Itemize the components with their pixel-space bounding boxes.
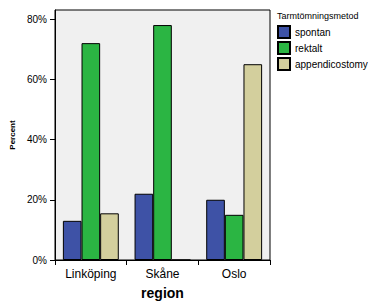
svg-text:40%: 40%: [27, 134, 47, 145]
svg-text:appendicostomy: appendicostomy: [295, 59, 368, 70]
svg-text:Skåne: Skåne: [145, 267, 179, 281]
svg-text:Linköping: Linköping: [65, 267, 116, 281]
svg-text:80%: 80%: [27, 14, 47, 25]
svg-text:spontan: spontan: [295, 27, 331, 38]
svg-text:60%: 60%: [27, 74, 47, 85]
svg-text:20%: 20%: [27, 194, 47, 205]
svg-text:rektalt: rektalt: [295, 43, 322, 54]
svg-text:Tarmtömningsmetod: Tarmtömningsmetod: [277, 11, 359, 21]
svg-text:Oslo: Oslo: [222, 267, 247, 281]
svg-text:region: region: [141, 285, 184, 301]
svg-text:Percent: Percent: [8, 120, 17, 150]
svg-text:0%: 0%: [33, 255, 48, 266]
